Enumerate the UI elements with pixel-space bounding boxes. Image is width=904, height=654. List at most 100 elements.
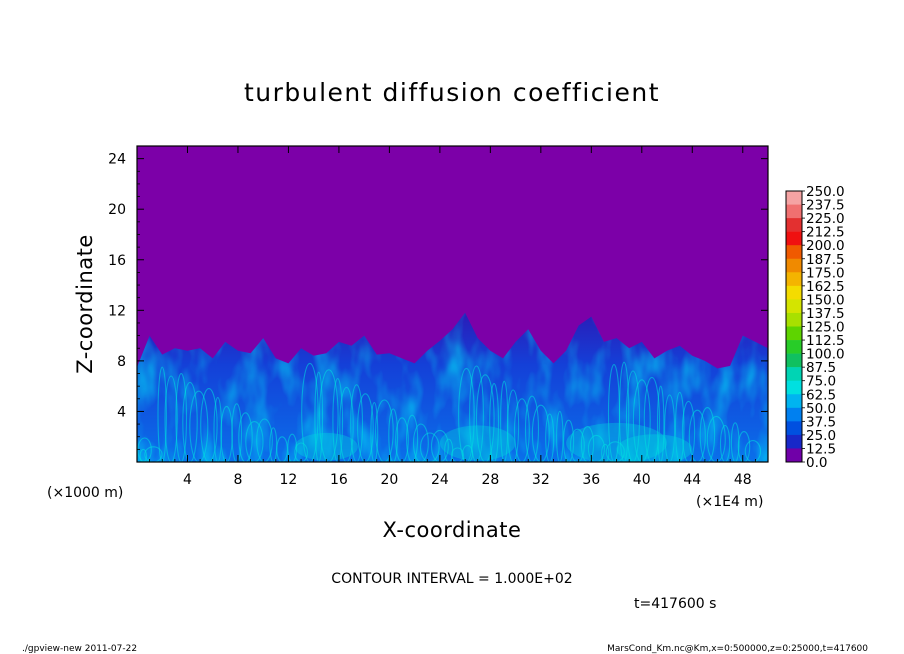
x-tick-label: 40	[633, 472, 651, 488]
colorbar-label: 137.5	[806, 306, 845, 322]
colorbar-swatch	[786, 204, 802, 219]
plume-core	[616, 434, 693, 462]
colorbar-swatch	[786, 312, 802, 327]
y-tick-label: 16	[108, 253, 126, 269]
plume-streak	[189, 390, 209, 462]
plume-streak	[314, 371, 324, 462]
y-tick-label: 8	[117, 354, 126, 370]
plume-core	[294, 432, 358, 461]
x-tick-label: 44	[683, 472, 701, 488]
plume-streak	[287, 433, 298, 462]
plume-streak	[406, 414, 419, 462]
plume-streak	[444, 438, 454, 462]
colorbar-swatch	[786, 272, 802, 287]
plume-streak	[458, 367, 475, 462]
plume-streak	[164, 375, 178, 462]
colorbar-swatch	[786, 245, 802, 260]
colorbar-label: 37.5	[806, 414, 836, 430]
colorbar-label: 200.0	[806, 238, 845, 254]
plume-streak	[719, 424, 731, 462]
x-tick-label: 12	[280, 472, 298, 488]
colorbar-swatch	[786, 394, 802, 409]
colorbar: 250.0237.5225.0212.5200.0187.5175.0162.5…	[785, 184, 845, 471]
plume-streak	[430, 429, 449, 462]
plume-streak	[256, 418, 273, 462]
colorbar-label: 112.5	[806, 333, 845, 349]
colorbar-swatch	[786, 231, 802, 246]
plume-streak	[601, 443, 610, 462]
x-tick-label: 36	[582, 472, 600, 488]
colorbar-swatch	[786, 380, 802, 395]
colorbar-label: 50.0	[806, 401, 836, 417]
time-text: t=417600 s	[634, 596, 716, 612]
plume-streak	[643, 376, 661, 462]
plume-streak	[556, 410, 564, 462]
plume-streak	[182, 381, 198, 462]
colorbar-swatch	[786, 218, 802, 232]
plume-streak	[412, 423, 429, 462]
colorbar-label: 237.5	[806, 198, 845, 214]
colorbar-label: 25.0	[806, 428, 836, 444]
plume-streak	[664, 394, 676, 462]
colorbar-label: 87.5	[806, 360, 836, 376]
x-tick-label: 20	[380, 472, 398, 488]
plume-streak	[674, 391, 685, 462]
colorbar-label: 250.0	[806, 184, 845, 200]
plume-streak	[618, 361, 630, 462]
colorbar-label: 12.5	[806, 441, 836, 457]
y-axis-label: Z-coordinate	[73, 234, 97, 374]
plume-streak	[531, 404, 550, 462]
x-axis: 4 8 12 16 20 24 28 32 36 40 44 48	[149, 146, 756, 488]
x-tick-label: 28	[481, 472, 499, 488]
x-tick-label: 16	[330, 472, 348, 488]
plume-streak	[545, 413, 555, 462]
plume-core	[566, 422, 668, 462]
y-tick-label: 12	[108, 303, 126, 319]
plume-streak	[339, 386, 354, 462]
plume-streak	[524, 395, 540, 462]
colorbar-label: 212.5	[806, 225, 845, 241]
plume-streak	[706, 415, 726, 462]
colorbar-swatch	[786, 448, 802, 463]
colorbar-label: 150.0	[806, 292, 845, 308]
colorbar-label: 162.5	[806, 279, 845, 295]
chart-title: turbulent diffusion coefficient	[244, 78, 660, 107]
colorbar-label: 62.5	[806, 387, 836, 403]
colorbar-swatch	[786, 407, 802, 422]
plume-streak	[500, 380, 509, 462]
x-tick-label: 48	[734, 472, 752, 488]
x-tick-label: 4	[183, 472, 192, 488]
plume-streak	[569, 428, 585, 462]
colorbar-swatch	[786, 421, 802, 436]
x-unit-left: (×1000 m)	[47, 485, 123, 501]
x-axis-label: X-coordinate	[383, 518, 522, 542]
colorbar-swatch	[786, 353, 802, 368]
plume-streak	[563, 419, 575, 462]
plume-streak	[137, 437, 152, 462]
plot-area	[137, 146, 768, 462]
colorbar-swatch	[786, 258, 802, 273]
plume-streak	[469, 365, 484, 462]
colorbar-label: 0.0	[806, 455, 827, 471]
colorbar-swatch	[786, 285, 802, 300]
colorbar-swatch	[786, 299, 802, 314]
y-tick-label: 4	[117, 404, 126, 420]
plume-streak	[375, 399, 394, 462]
colorbar-swatch	[786, 367, 802, 381]
x-unit-right: (×1E4 m)	[696, 494, 763, 510]
x-tick-label: 24	[431, 472, 449, 488]
x-tick-label: 8	[233, 472, 242, 488]
colorbar-swatch	[786, 434, 802, 449]
colorbar-label: 100.0	[806, 347, 845, 363]
y-tick-label: 24	[108, 152, 126, 168]
plume-streak	[157, 366, 167, 462]
footer-right: MarsCond_Km.nc@Km,x=0:500000,z=0:25000,t…	[607, 644, 868, 654]
contour-interval-text: CONTOUR INTERVAL = 1.000E+02	[331, 571, 572, 587]
plume-streak	[681, 400, 696, 462]
plume-streak	[451, 447, 464, 462]
colorbar-swatch	[786, 191, 802, 205]
colorbar-label: 175.0	[806, 265, 845, 281]
x-tick-label: 32	[532, 472, 550, 488]
colorbar-label: 75.0	[806, 374, 836, 390]
